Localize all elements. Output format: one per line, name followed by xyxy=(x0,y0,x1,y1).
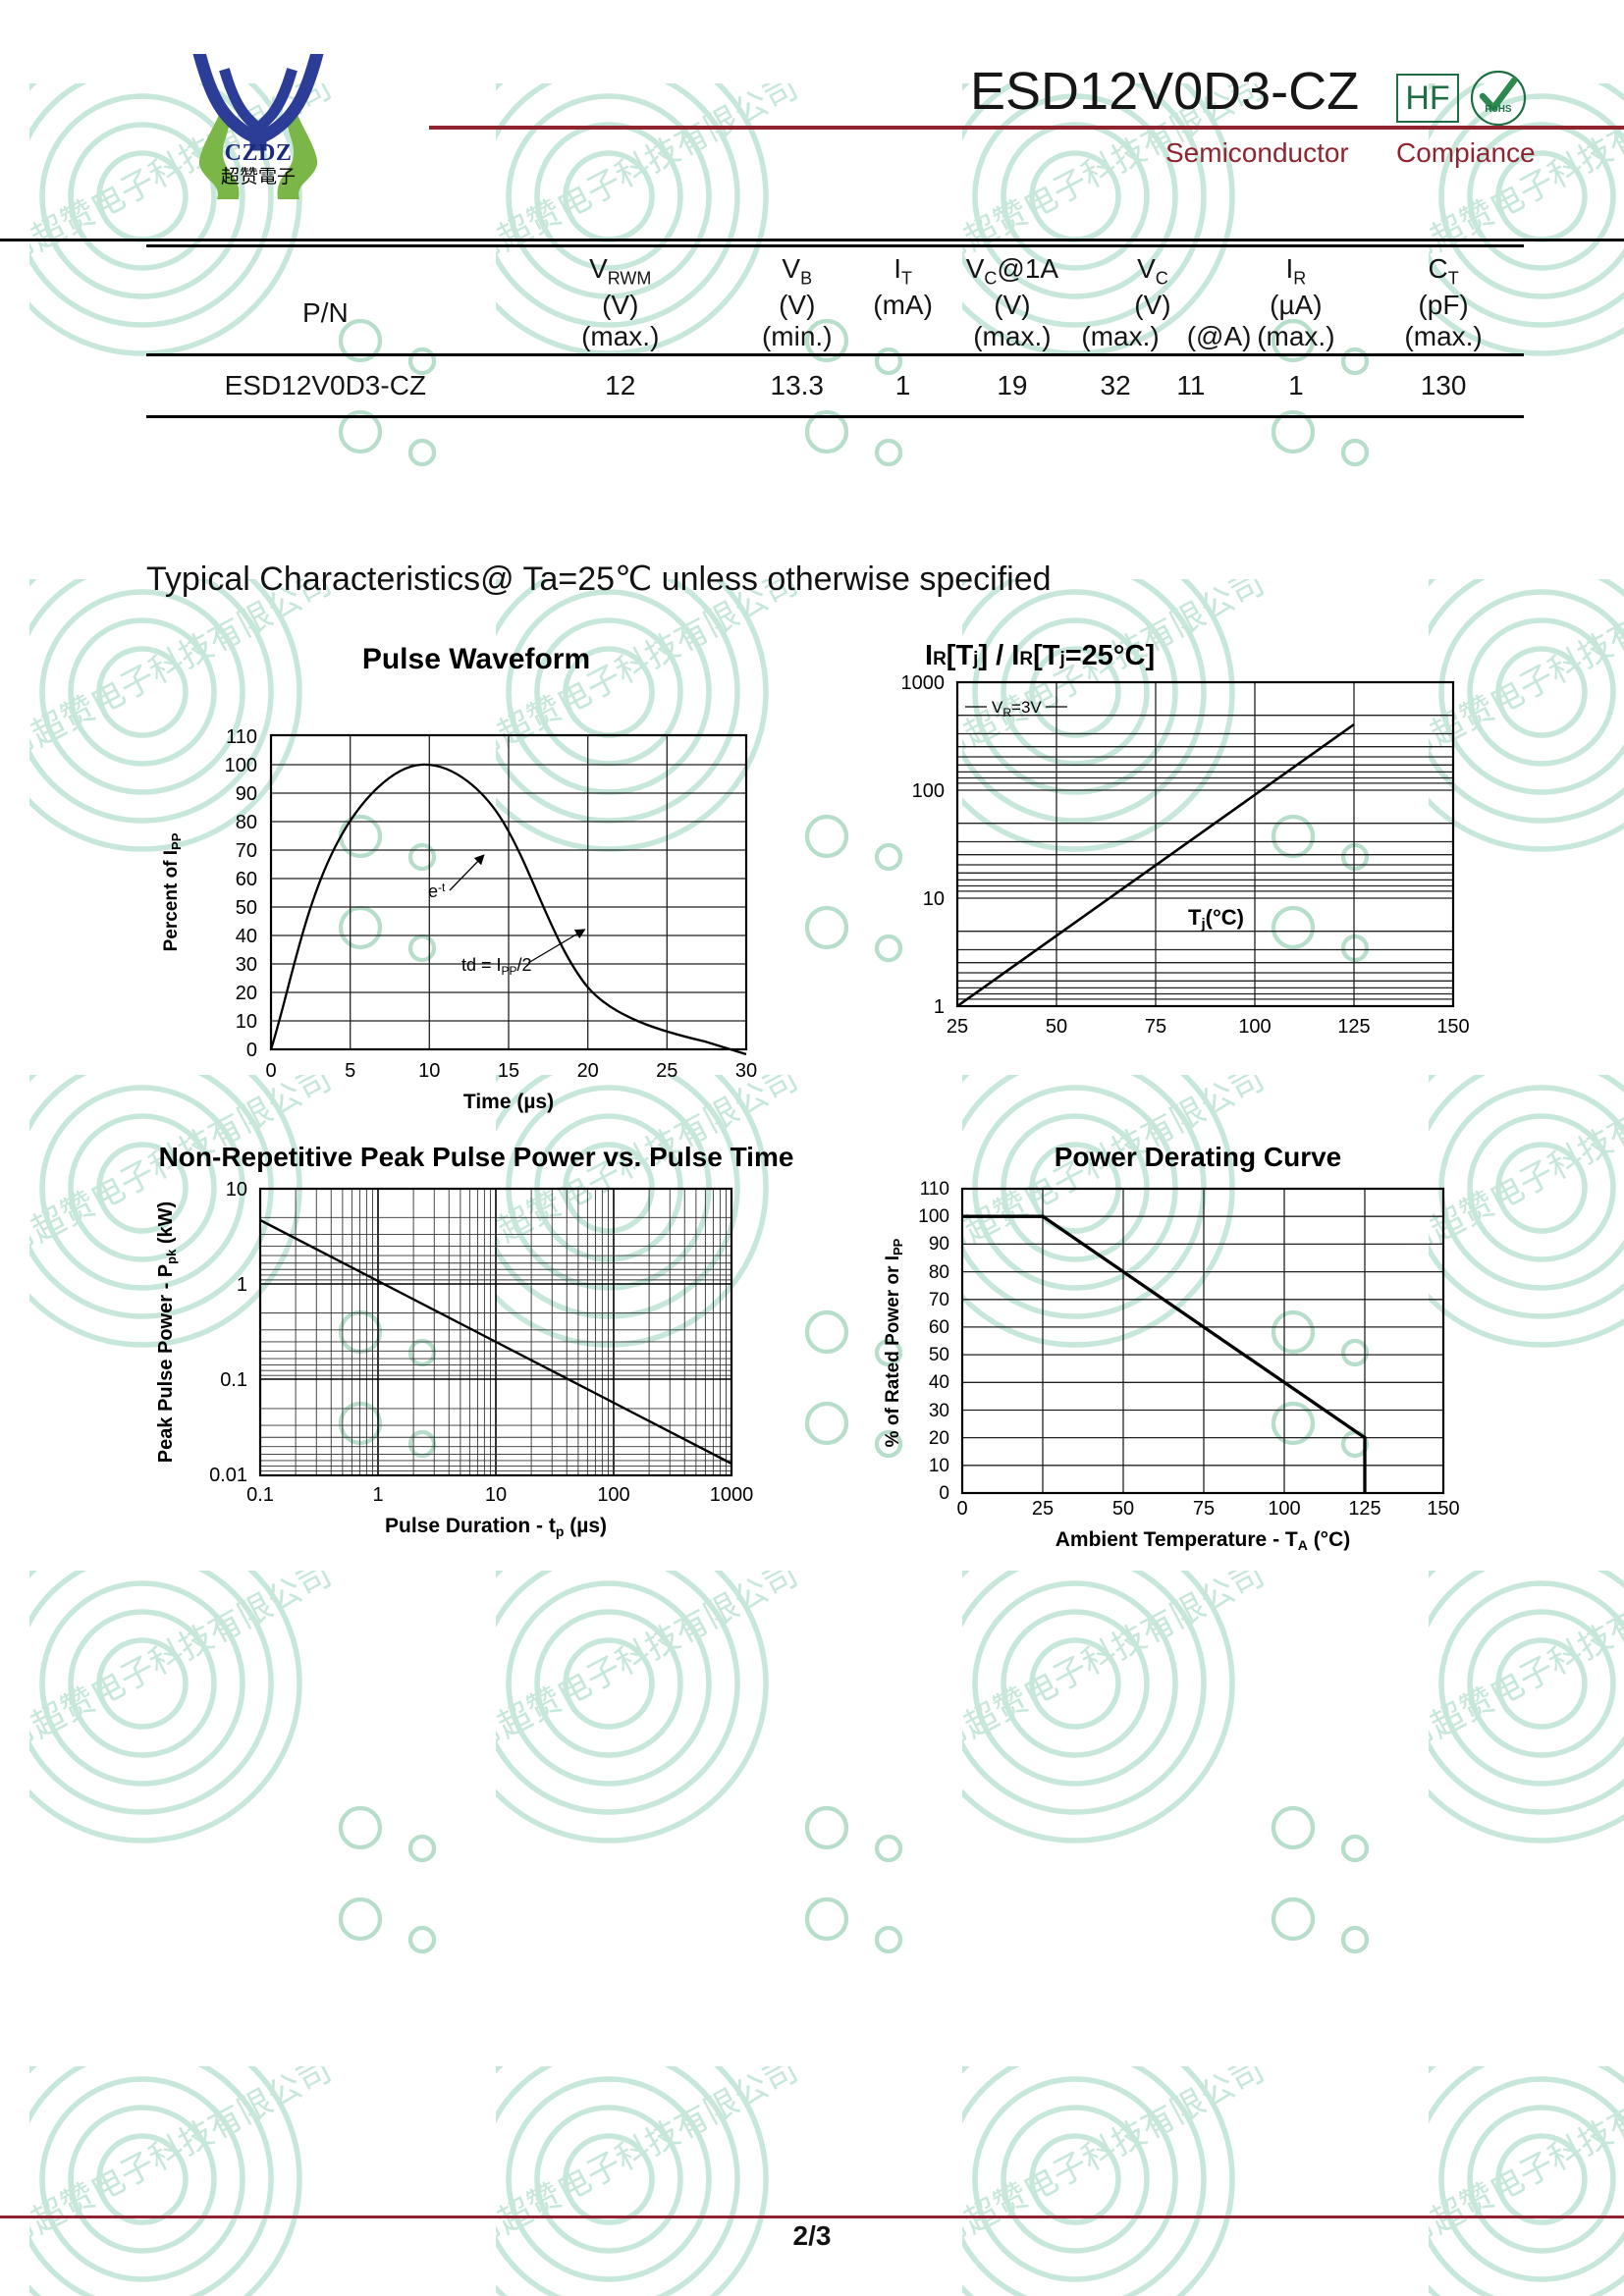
svg-text:150: 150 xyxy=(1427,1498,1459,1520)
svg-text:10: 10 xyxy=(418,1060,440,1082)
svg-text:40: 40 xyxy=(236,926,257,947)
svg-text:10: 10 xyxy=(226,1181,247,1201)
svg-text:100: 100 xyxy=(225,755,257,776)
svg-text:0.01: 0.01 xyxy=(209,1465,247,1486)
svg-text:90: 90 xyxy=(236,783,257,805)
svg-text:125: 125 xyxy=(1348,1498,1380,1520)
svg-text:Pulse Duration - tp (µs): Pulse Duration - tp (µs) xyxy=(385,1515,607,1539)
svg-text:30: 30 xyxy=(735,1060,757,1082)
svg-text:超赞電子: 超赞電子 xyxy=(221,166,296,187)
svg-text:100: 100 xyxy=(1238,1016,1271,1038)
svg-text:70: 70 xyxy=(236,840,257,862)
svg-text:100: 100 xyxy=(912,780,945,802)
svg-text:50: 50 xyxy=(1112,1498,1134,1520)
svg-text:5: 5 xyxy=(345,1060,355,1082)
svg-text:1: 1 xyxy=(372,1484,383,1506)
svg-text:90: 90 xyxy=(929,1234,949,1255)
svg-text:50: 50 xyxy=(929,1345,949,1365)
svg-text:20: 20 xyxy=(236,983,257,1004)
svg-text:100: 100 xyxy=(597,1484,629,1506)
svg-text:0.1: 0.1 xyxy=(220,1369,247,1391)
svg-text:20: 20 xyxy=(577,1060,599,1082)
svg-text:td = IPP/2: td = IPP/2 xyxy=(461,955,532,978)
svg-text:10: 10 xyxy=(923,888,945,910)
svg-text:1: 1 xyxy=(237,1274,247,1296)
svg-text:25: 25 xyxy=(1032,1498,1054,1520)
svg-text:80: 80 xyxy=(236,812,257,833)
svg-text:Ambient Temperature - TA (°C): Ambient Temperature - TA (°C) xyxy=(1056,1528,1351,1553)
svg-text:110: 110 xyxy=(920,1181,949,1200)
svg-text:60: 60 xyxy=(929,1317,949,1338)
svg-text:e-t: e-t xyxy=(428,881,446,901)
svg-text:Peak Pulse Power - Ppk (kW): Peak Pulse Power - Ppk (kW) xyxy=(155,1201,179,1463)
svg-text:0.1: 0.1 xyxy=(246,1484,274,1506)
svg-text:70: 70 xyxy=(929,1290,949,1310)
svg-text:150: 150 xyxy=(1436,1016,1469,1038)
svg-text:0: 0 xyxy=(939,1483,949,1504)
svg-text:125: 125 xyxy=(1337,1016,1370,1038)
svg-text:25: 25 xyxy=(656,1060,677,1082)
svg-text:1: 1 xyxy=(934,996,945,1018)
svg-text:50: 50 xyxy=(1046,1016,1067,1038)
svg-text:Percent of IPP: Percent of IPP xyxy=(161,832,184,951)
svg-text:10: 10 xyxy=(929,1456,949,1476)
svg-text:% of Rated Power or IPP: % of Rated Power or IPP xyxy=(883,1238,905,1447)
svg-text:40: 40 xyxy=(929,1372,949,1393)
svg-text:0: 0 xyxy=(956,1498,967,1520)
svg-text:80: 80 xyxy=(929,1262,949,1283)
svg-text:VR=3V: VR=3V xyxy=(992,698,1042,720)
svg-text:30: 30 xyxy=(929,1401,949,1421)
svg-text:75: 75 xyxy=(1193,1498,1215,1520)
svg-text:50: 50 xyxy=(236,897,257,919)
svg-text:1000: 1000 xyxy=(901,672,946,694)
svg-text:100: 100 xyxy=(918,1206,949,1227)
svg-text:30: 30 xyxy=(236,954,257,976)
svg-text:110: 110 xyxy=(226,726,257,748)
svg-text:15: 15 xyxy=(498,1060,519,1082)
svg-text:75: 75 xyxy=(1145,1016,1166,1038)
svg-text:20: 20 xyxy=(929,1428,949,1449)
svg-text:1000: 1000 xyxy=(710,1484,754,1506)
svg-text:25: 25 xyxy=(947,1016,968,1038)
svg-text:Time (µs): Time (µs) xyxy=(463,1091,554,1113)
svg-text:0: 0 xyxy=(265,1060,276,1082)
svg-text:100: 100 xyxy=(1268,1498,1300,1520)
svg-text:10: 10 xyxy=(485,1484,507,1506)
svg-text:10: 10 xyxy=(236,1011,257,1033)
svg-text:60: 60 xyxy=(236,869,257,890)
svg-text:RoHS: RoHS xyxy=(1485,104,1512,115)
svg-text:Tj(°C): Tj(°C) xyxy=(1188,905,1244,933)
svg-text:0: 0 xyxy=(246,1040,257,1061)
svg-text:CZDZ: CZDZ xyxy=(225,140,293,166)
